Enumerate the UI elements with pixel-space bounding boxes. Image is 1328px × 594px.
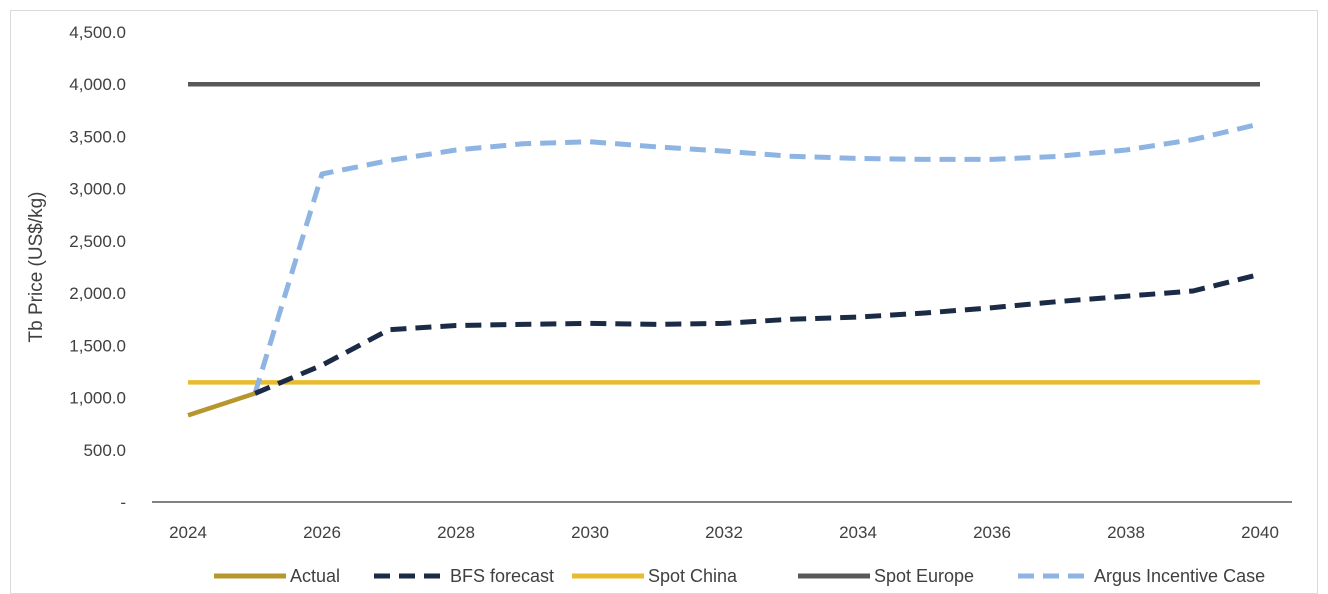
series-line-bfs-forecast (254, 271, 1261, 396)
x-tick-label: 2024 (169, 523, 207, 542)
legend-label: Actual (290, 566, 340, 586)
legend-label: Argus Incentive Case (1094, 566, 1265, 586)
series-line-actual (187, 391, 256, 418)
y-tick-label: 2,500.0 (69, 232, 126, 251)
series-group (187, 81, 1261, 418)
y-tick-label: 3,500.0 (69, 127, 126, 146)
x-tick-label: 2036 (973, 523, 1011, 542)
y-tick-label: 500.0 (83, 441, 126, 460)
x-tick-label: 2026 (303, 523, 341, 542)
legend-label: BFS forecast (450, 566, 554, 586)
y-tick-label: 2,000.0 (69, 284, 126, 303)
x-tick-label: 2034 (839, 523, 877, 542)
y-tick-label: - (120, 493, 126, 512)
x-tick-label: 2040 (1241, 523, 1279, 542)
legend-label: Spot Europe (874, 566, 974, 586)
x-axis-ticks: 2024 2026 2028 2030 2032 2034 2036 2038 2040 (169, 523, 1279, 542)
series-line-argus-incentive-case (252, 121, 1261, 395)
x-tick-label: 2030 (571, 523, 609, 542)
legend-label: Spot China (648, 566, 738, 586)
y-axis-ticks: - 500.0 1,000.0 1,500.0 2,000.0 2,500.0 3,000.… (69, 23, 126, 512)
chart-frame (10, 10, 1318, 594)
y-tick-label: 3,000.0 (69, 180, 126, 199)
y-axis-title: Tb Price (US$/kg) (26, 192, 47, 343)
x-tick-label: 2032 (705, 523, 743, 542)
x-tick-label: 2038 (1107, 523, 1145, 542)
legend: Actual BFS forecast Spot China Spot Europe A… (214, 566, 1265, 586)
x-tick-label: 2028 (437, 523, 475, 542)
y-tick-label: 4,500.0 (69, 23, 126, 42)
y-tick-label: 4,000.0 (69, 75, 126, 94)
y-tick-label: 1,500.0 (69, 336, 126, 355)
y-tick-label: 1,000.0 (69, 389, 126, 408)
